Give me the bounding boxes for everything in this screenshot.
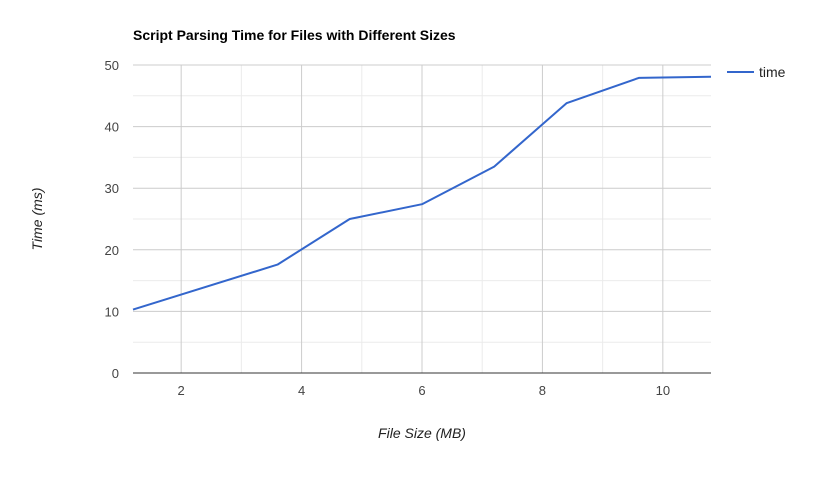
- y-tick-label: 0: [112, 366, 119, 381]
- legend: time: [727, 64, 786, 80]
- series-line-time: [132, 75, 712, 311]
- grid: [133, 64, 711, 374]
- y-tick-label: 20: [105, 243, 119, 258]
- y-tick-label: 40: [105, 120, 119, 135]
- x-tick-label: 10: [656, 383, 670, 398]
- tick-labels: 2 4 6 8 10 0 10 20 30 40 50: [105, 58, 671, 398]
- y-tick-label: 50: [105, 58, 119, 73]
- legend-label: time: [759, 64, 786, 80]
- x-tick-label: 8: [539, 383, 546, 398]
- x-axis-title: File Size (MB): [378, 425, 466, 441]
- x-tick-label: 4: [298, 383, 305, 398]
- series-lines: [132, 75, 712, 311]
- x-tick-label: 6: [418, 383, 425, 398]
- y-axis-title: Time (ms): [29, 188, 45, 251]
- y-tick-label: 10: [105, 304, 119, 319]
- x-tick-label: 2: [178, 383, 185, 398]
- y-tick-label: 30: [105, 181, 119, 196]
- chart-title: Script Parsing Time for Files with Diffe…: [133, 27, 456, 43]
